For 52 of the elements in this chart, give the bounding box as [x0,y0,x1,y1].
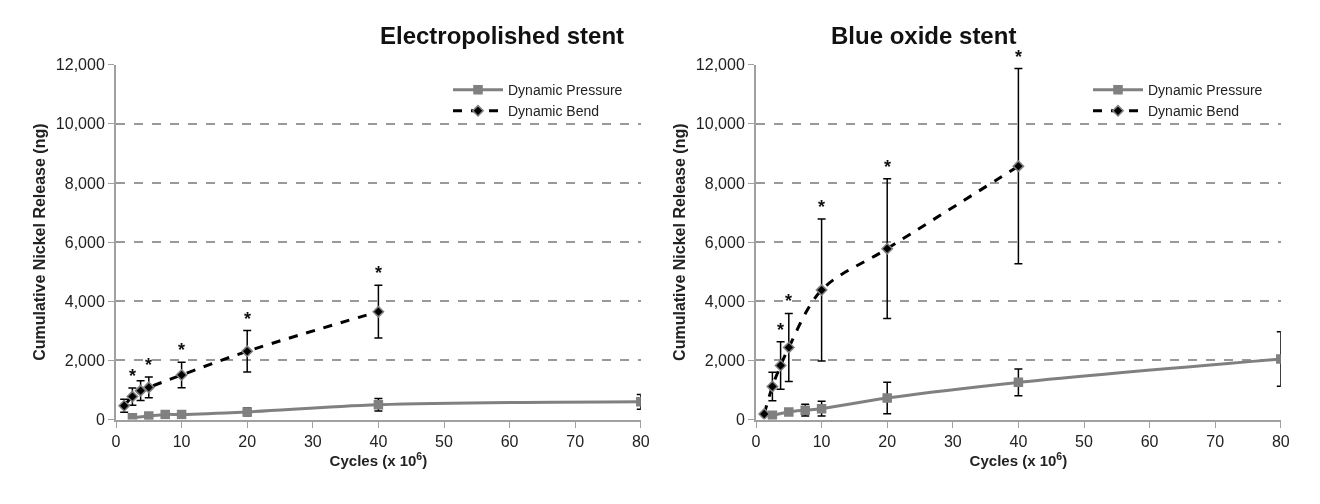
legend-label: Dynamic Bend [1148,103,1240,120]
y-tick-label: 0 [95,411,105,429]
x-axis-title: Cycles (x 10$^{6}$) [969,449,1068,470]
legend-label: Dynamic Bend [508,103,600,120]
annotation: * [375,263,383,283]
y-tick-label: 4,000 [704,292,745,310]
annotation: * [785,291,793,311]
x-tick-label: 60 [500,432,519,450]
y-tick-label: 12,000 [695,56,745,74]
x-tick-label: 30 [943,432,962,450]
x-tick-label: 70 [1206,432,1225,450]
annotation: * [178,340,186,360]
x-tick-label: 70 [566,432,585,450]
annotation: * [884,157,892,177]
x-tick-label: 80 [631,432,650,450]
x-tick-label: 10 [812,432,831,450]
annotation: * [244,309,252,329]
x-tick-label: 10 [172,432,191,450]
y-tick-label: 6,000 [64,233,105,251]
y-tick-label: 0 [735,411,745,429]
x-tick-label: 40 [369,432,388,450]
x-tick-label: 80 [1271,432,1290,450]
annotation: * [129,366,137,386]
annotation: * [1015,47,1023,67]
y-tick-label: 10,000 [55,115,105,133]
x-tick-label: 60 [1140,432,1159,450]
y-tick-label: 10,000 [695,115,745,133]
annotation: * [818,197,826,217]
x-tick-label: 30 [303,432,322,450]
chart-title: Blue oxide stent [831,22,1017,49]
legend-label: Dynamic Pressure [508,82,623,99]
x-tick-label: 40 [1009,432,1028,450]
y-tick-label: 6,000 [704,233,745,251]
x-axis-title: Cycles (x 10$^{6}$) [329,449,428,470]
x-tick-label: 20 [238,432,257,450]
y-tick-label: 12,000 [55,56,105,74]
legend-label: Dynamic Pressure [1148,82,1263,99]
y-axis-title: Cumulative Nickel Release (ng) [671,123,689,361]
x-tick-label: 50 [435,432,453,450]
y-axis-title: Cumulative Nickel Release (ng) [31,123,49,361]
y-tick-label: 2,000 [704,352,745,370]
x-tick-label: 50 [1075,432,1093,450]
y-tick-label: 8,000 [64,174,105,192]
y-tick-label: 4,000 [64,292,105,310]
x-tick-label: 0 [751,432,761,450]
y-tick-label: 8,000 [704,174,745,192]
x-tick-label: 0 [111,432,121,450]
y-tick-label: 2,000 [64,352,105,370]
annotation: * [777,320,785,340]
annotation: * [145,355,153,375]
chart-title: Electropolished stent [380,22,625,49]
x-tick-label: 20 [878,432,897,450]
